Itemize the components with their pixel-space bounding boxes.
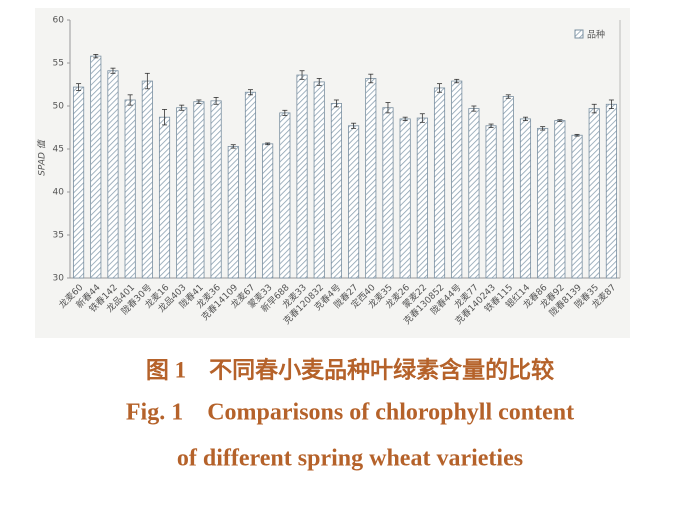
error-bar [454,78,460,84]
y-tick-label: 45 [53,145,64,155]
y-tick-label: 55 [53,59,64,69]
bar [244,91,257,279]
error-bar [316,78,322,86]
error-bar [76,83,82,91]
bar [399,118,411,279]
y-tick-label: 40 [53,188,65,198]
bar [193,101,205,279]
error-bar [351,122,357,129]
bar [519,118,532,279]
bar [279,112,291,279]
bar [605,103,617,279]
error-bar [93,54,99,59]
bar [90,55,102,279]
error-bar [282,109,288,116]
bar [141,80,153,279]
bar [433,87,446,279]
error-bar [110,67,116,74]
bar [313,81,325,279]
error-bar [368,73,374,84]
error-bar [471,105,477,112]
error-bar [505,94,511,99]
error-bar [196,99,202,104]
bar [468,108,480,279]
bar [227,146,239,279]
bar [588,108,600,279]
bar [330,103,342,279]
caption-en: of different spring wheat varieties [177,446,523,472]
error-bar [437,83,443,93]
bar [382,107,394,279]
bar [537,127,549,279]
bar [416,117,428,279]
error-bar [162,109,168,126]
legend-swatch [574,29,584,39]
error-bar [265,142,271,146]
error-bar [127,94,133,106]
error-bar [522,116,528,122]
bar [176,107,188,279]
error-bar [213,97,219,105]
y-tick-label: 60 [53,16,65,26]
error-bar [574,133,580,137]
error-bar [488,123,494,128]
y-tick-label: 35 [53,231,64,241]
error-bar [540,126,546,131]
bar [485,125,497,279]
caption-cn: 图 1 不同春小麦品种叶绿素含量的比较 [146,356,554,382]
bar [210,100,222,279]
error-bar [402,116,408,122]
error-bar [247,89,253,96]
bar [348,125,360,279]
bar [571,134,583,279]
error-bar [144,72,150,90]
bar [262,143,274,279]
bar [296,74,308,279]
error-bar [179,104,185,111]
error-bar [608,99,614,109]
bar [502,96,514,279]
error-bar [385,102,391,114]
bar [451,80,463,279]
y-axis-label: SPAD 值 [37,138,48,176]
bar [554,120,566,279]
bar [107,70,119,279]
error-bar [299,70,305,80]
y-tick-label: 30 [53,274,65,284]
error-bar [419,113,425,123]
bar [365,78,377,279]
error-bar [557,119,563,122]
bar [158,116,171,279]
error-bar [333,99,339,108]
legend-label: 品种 [587,29,605,41]
error-bar [591,103,597,114]
y-tick-label: 50 [53,102,65,112]
error-bar [230,144,236,149]
caption-en: Fig. 1 Comparisons of chlorophyll conten… [126,400,574,426]
bar [124,99,136,279]
bar [73,86,85,279]
